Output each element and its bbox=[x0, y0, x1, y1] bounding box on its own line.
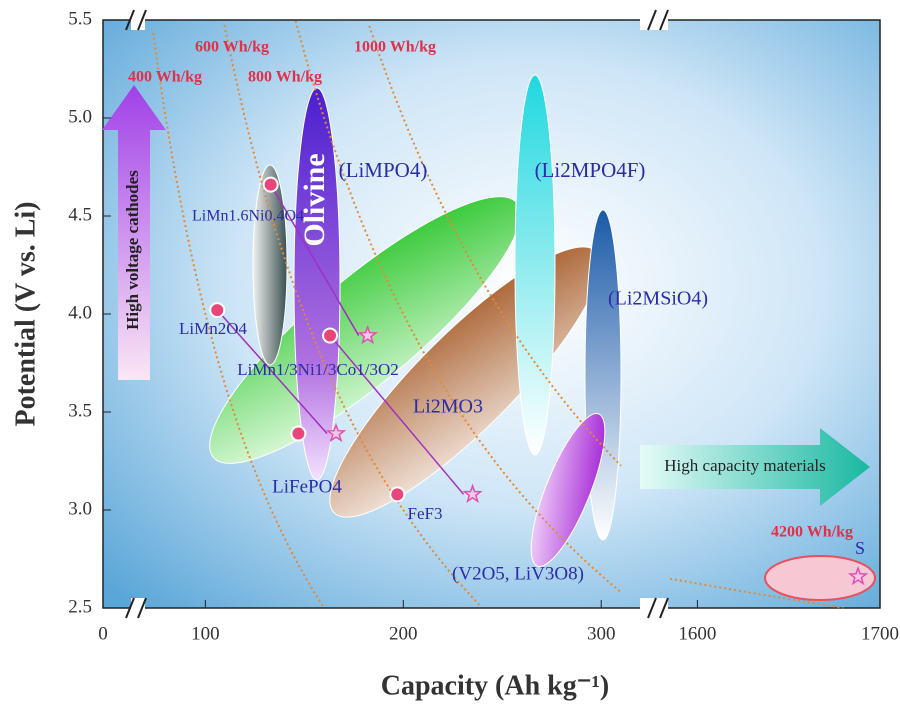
y-tick-label: 5.0 bbox=[68, 106, 92, 127]
region-label: S bbox=[855, 538, 865, 558]
region-label: FeF3 bbox=[408, 504, 443, 523]
dot bbox=[264, 178, 278, 192]
arrow-label: High capacity materials bbox=[664, 456, 825, 475]
region-label: (Li2MPO4F) bbox=[535, 158, 646, 182]
region-label: LiMn1/3Ni1/3Co1/3O2 bbox=[237, 360, 399, 379]
dot bbox=[323, 329, 337, 343]
chart: Capacity (Ah kg⁻¹) Potential (V vs. Li) … bbox=[0, 0, 900, 707]
region-label: Li2MO3 bbox=[413, 396, 483, 418]
y-tick-label: 4.5 bbox=[68, 204, 92, 225]
region-label: (V2O5, LiV3O8) bbox=[452, 563, 584, 584]
y-tick-label: 3.0 bbox=[68, 498, 92, 519]
region bbox=[253, 165, 287, 365]
dot bbox=[291, 427, 305, 441]
x-tick-label: 300 bbox=[587, 623, 616, 644]
dot bbox=[390, 487, 404, 501]
region-label: (LiMPO4) bbox=[339, 158, 428, 182]
x-tick-label: 100 bbox=[191, 623, 220, 644]
x-tick-label: 0 bbox=[98, 623, 108, 644]
arrow-label: High voltage cathodes bbox=[123, 170, 142, 330]
energy-label: 1000 Wh/kg bbox=[354, 39, 436, 56]
energy-label: 400 Wh/kg bbox=[128, 69, 202, 86]
energy-label: 600 Wh/kg bbox=[195, 39, 269, 56]
y-tick-label: 3.5 bbox=[68, 400, 92, 421]
y-axis-title: Potential (V vs. Li) bbox=[10, 201, 41, 426]
dot bbox=[210, 303, 224, 317]
y-tick-label: 2.5 bbox=[68, 596, 92, 617]
x-tick-label: 200 bbox=[389, 623, 418, 644]
region-label: LiMn2O4 bbox=[179, 319, 248, 338]
y-tick-label: 5.5 bbox=[68, 8, 92, 29]
energy-label: 4200 Wh/kg bbox=[771, 524, 853, 541]
region-label: LiMn1.6Ni0.4O4 bbox=[192, 208, 304, 225]
energy-label: 800 Wh/kg bbox=[248, 69, 322, 86]
region-label: LiFePO4 bbox=[272, 476, 342, 497]
region bbox=[515, 75, 555, 455]
x-axis-title: Capacity (Ah kg⁻¹) bbox=[381, 670, 610, 701]
x-tick-label: 1700 bbox=[861, 623, 899, 644]
y-tick-label: 4.0 bbox=[68, 302, 92, 323]
region-label: (Li2MSiO4) bbox=[608, 288, 708, 310]
region-label: Olivine bbox=[298, 153, 331, 246]
x-tick-label: 1600 bbox=[678, 623, 716, 644]
